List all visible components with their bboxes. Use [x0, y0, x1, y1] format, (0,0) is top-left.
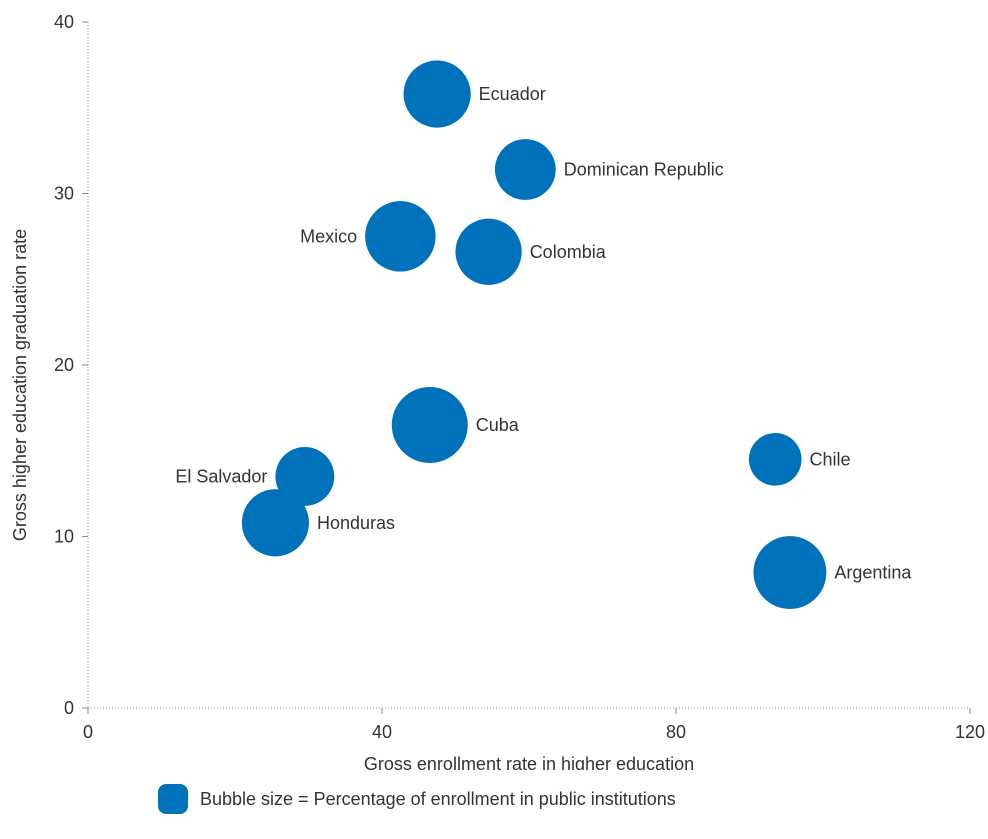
tick-labels: 0 40 80 120 0 10 20 30 40 — [54, 12, 985, 742]
y-tick-label: 20 — [54, 355, 74, 375]
point-label: Dominican Republic — [564, 159, 724, 179]
point-label: El Salvador — [175, 466, 267, 486]
y-tick-label: 30 — [54, 184, 74, 204]
y-tick-label: 40 — [54, 12, 74, 32]
point-label: Colombia — [530, 242, 607, 262]
point-label: Ecuador — [479, 84, 546, 104]
point-label: Argentina — [834, 563, 912, 583]
x-tick-label: 40 — [372, 722, 392, 742]
bubble-el-salvador — [275, 447, 335, 506]
bubble-mexico — [365, 201, 436, 272]
bubble-colombia — [455, 218, 522, 285]
bubble-dominican-republic — [494, 139, 556, 200]
point-labels: Ecuador Dominican Republic Mexico Colombia C… — [175, 84, 912, 582]
bubble-chile — [748, 432, 802, 486]
x-tick-label: 0 — [83, 722, 93, 742]
legend-label: Bubble size = Percentage of enrollment i… — [200, 788, 676, 809]
point-label: Mexico — [300, 226, 357, 246]
y-tick-label: 10 — [54, 527, 74, 547]
bubble-honduras — [241, 489, 309, 557]
legend-swatch — [158, 784, 188, 814]
bubbles — [241, 60, 827, 609]
point-label: Honduras — [317, 513, 395, 533]
bubble-cuba — [391, 387, 468, 464]
x-tick-label: 80 — [666, 722, 686, 742]
point-label: Chile — [810, 449, 851, 469]
y-axis-title: Gross higher education graduation rate — [10, 229, 30, 541]
bubble-ecuador — [403, 60, 471, 128]
y-tick-label: 0 — [64, 698, 74, 718]
point-label: Cuba — [476, 415, 520, 435]
x-tick-label: 120 — [955, 722, 985, 742]
scatter-chart: 0 40 80 120 0 10 20 30 40 Ecuador Dominican Repub… — [10, 12, 985, 770]
x-axis-title: Gross enrollment rate in higher educatio… — [364, 754, 694, 770]
bubble-argentina — [753, 536, 827, 609]
legend: Bubble size = Percentage of enrollment i… — [158, 784, 676, 814]
axes — [82, 21, 971, 714]
